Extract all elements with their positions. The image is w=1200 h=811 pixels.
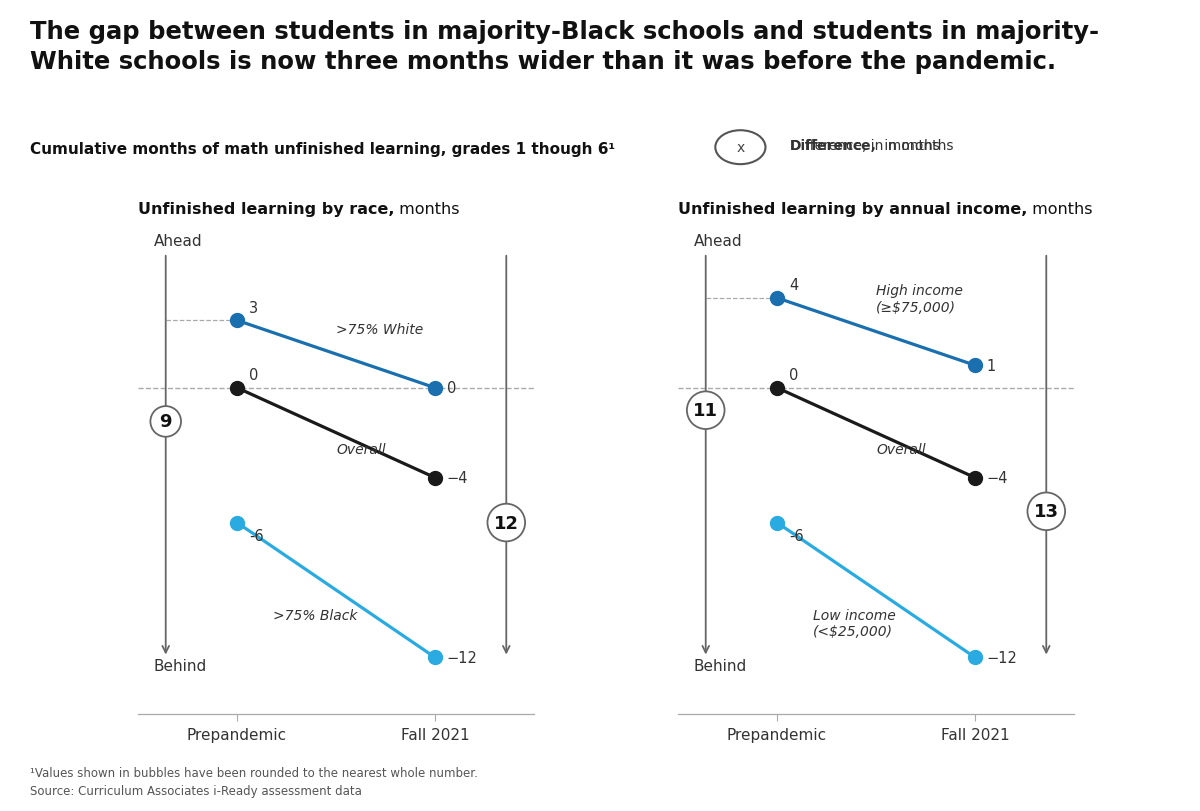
Text: Unfinished learning by race,: Unfinished learning by race, [138,202,395,217]
Text: Overall: Overall [876,442,925,456]
Text: ¹Values shown in bubbles have been rounded to the nearest whole number.
Source: : ¹Values shown in bubbles have been round… [30,766,478,797]
Text: -6: -6 [788,529,804,543]
Text: Behind: Behind [154,659,208,673]
Text: 0: 0 [248,367,258,383]
Text: Difference,: Difference, [790,139,876,153]
Text: Cumulative months of math unfinished learning, grades 1 though 6¹: Cumulative months of math unfinished lea… [30,142,616,157]
Text: High income
(≥$75,000): High income (≥$75,000) [876,284,962,314]
Text: Behind: Behind [694,659,748,673]
Text: −12: −12 [986,650,1018,665]
Text: x: x [737,141,744,155]
Text: >75% Black: >75% Black [272,608,358,622]
Text: 1: 1 [986,358,996,373]
Text: Difference, in months: Difference, in months [790,139,940,153]
Text: −4: −4 [986,470,1008,486]
Text: >75% White: >75% White [336,323,424,337]
Text: 12: 12 [493,514,518,532]
Text: 13: 13 [1033,503,1058,521]
Text: Ahead: Ahead [694,234,743,248]
Text: months: months [395,202,460,217]
Text: -6: -6 [248,529,264,543]
Text: Overall: Overall [336,442,385,456]
Text: 9: 9 [160,413,172,431]
Text: 0: 0 [788,367,798,383]
Text: months: months [1027,202,1093,217]
Text: Unfinished learning by annual income,: Unfinished learning by annual income, [678,202,1027,217]
Text: 11: 11 [694,401,719,419]
Text: 4: 4 [788,278,798,293]
Text: −12: −12 [446,650,478,665]
Text: The gap between students in majority-Black schools and students in majority-
Whi: The gap between students in majority-Bla… [30,20,1099,74]
Text: 0: 0 [446,380,456,396]
Text: Low income
(<$25,000): Low income (<$25,000) [812,608,895,638]
Text: in months: in months [880,139,953,153]
Text: 3: 3 [248,300,258,315]
Text: −4: −4 [446,470,468,486]
Text: Ahead: Ahead [154,234,203,248]
